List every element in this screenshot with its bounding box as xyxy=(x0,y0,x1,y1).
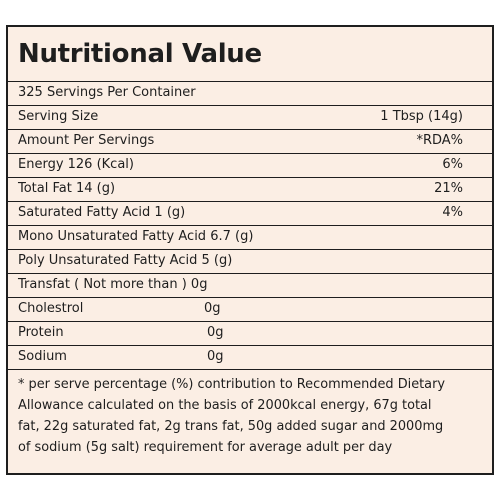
nutrient-rda: 6% xyxy=(442,157,463,172)
footnote-line: of sodium (5g salt) requirement for aver… xyxy=(18,440,393,455)
nutrient-row: Energy 126 (Kcal) 6% xyxy=(8,154,492,178)
nutrient-row: Mono Unsaturated Fatty Acid 6.7 (g) xyxy=(8,226,492,250)
title-row: Nutritional Value xyxy=(8,27,492,82)
nutrient-rda: 4% xyxy=(442,205,463,220)
nutrient-label: Mono Unsaturated Fatty Acid 6.7 (g) xyxy=(18,229,254,244)
nutrient-row: Transfat ( Not more than ) 0g xyxy=(8,274,492,298)
nutrient-value: 0g xyxy=(207,349,224,364)
serving-size-label: Serving Size xyxy=(18,109,99,124)
nutrient-label: Energy 126 (Kcal) xyxy=(18,157,134,172)
nutrient-label: Cholestrol xyxy=(18,301,84,316)
servings-per-container: 325 Servings Per Container xyxy=(18,85,196,100)
nutrient-value: 0g xyxy=(204,301,221,316)
nutrient-label: Saturated Fatty Acid 1 (g) xyxy=(18,205,186,220)
footnote-line: fat, 22g saturated fat, 2g trans fat, 50… xyxy=(18,419,444,434)
serving-size-value: 1 Tbsp (14g) xyxy=(380,109,463,124)
rda-header: *RDA% xyxy=(416,133,463,148)
footnote: * per serve percentage (%) contribution … xyxy=(18,374,488,458)
servings-per-container-row: 325 Servings Per Container xyxy=(8,82,492,106)
nutrient-label: Total Fat 14 (g) xyxy=(18,181,116,196)
nutrient-label: Sodium xyxy=(18,349,67,364)
nutrient-rda: 21% xyxy=(434,181,463,196)
nutrient-label: Transfat ( Not more than ) 0g xyxy=(18,277,208,292)
nutrient-row: Sodium 0g xyxy=(8,346,492,370)
amount-header-label: Amount Per Servings xyxy=(18,133,155,148)
nutrient-value: 0g xyxy=(207,325,224,340)
nutrient-row: Protein 0g xyxy=(8,322,492,346)
footnote-line: * per serve percentage (%) contribution … xyxy=(18,377,446,392)
nutrition-facts-panel: Nutritional Value 325 Servings Per Conta… xyxy=(6,25,494,475)
nutrient-row: Poly Unsaturated Fatty Acid 5 (g) xyxy=(8,250,492,274)
nutrient-label: Protein xyxy=(18,325,64,340)
nutrient-label: Poly Unsaturated Fatty Acid 5 (g) xyxy=(18,253,233,268)
nutrient-row: Total Fat 14 (g) 21% xyxy=(8,178,492,202)
serving-size-row: Serving Size 1 Tbsp (14g) xyxy=(8,106,492,130)
footnote-line: Allowance calculated on the basis of 200… xyxy=(18,398,432,413)
nutrient-row: Cholestrol 0g xyxy=(8,298,492,322)
amount-header-row: Amount Per Servings *RDA% xyxy=(8,130,492,154)
panel-title: Nutritional Value xyxy=(18,39,262,69)
nutrient-row: Saturated Fatty Acid 1 (g) 4% xyxy=(8,202,492,226)
